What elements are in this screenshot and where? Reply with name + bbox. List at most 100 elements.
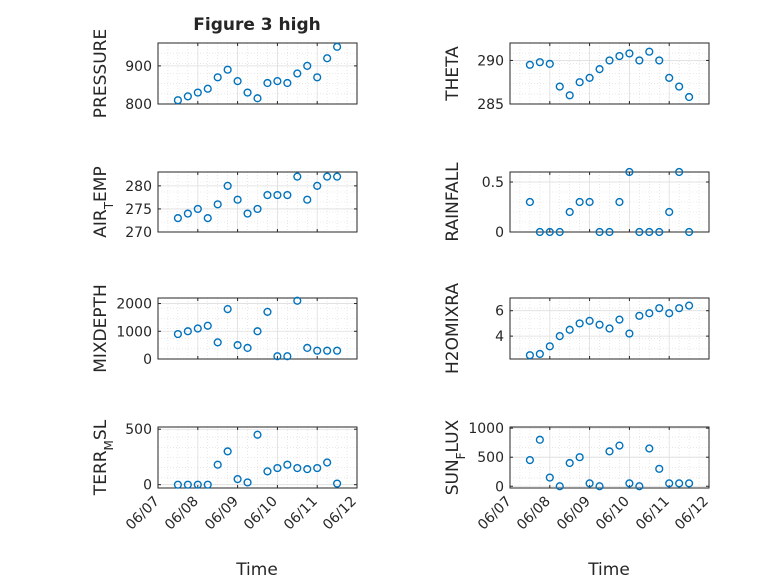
data-point <box>585 479 594 488</box>
data-point <box>253 327 262 336</box>
data-point <box>565 325 574 334</box>
data-point <box>645 309 654 318</box>
data-point <box>615 197 624 207</box>
data-point <box>585 316 594 325</box>
data-point <box>283 78 292 88</box>
data-point <box>173 480 183 489</box>
axes-box <box>509 297 710 360</box>
y-tick-label: 0 <box>495 479 504 495</box>
data-point <box>253 94 262 103</box>
data-point <box>625 329 634 338</box>
data-point <box>313 73 322 82</box>
data-point <box>323 54 332 63</box>
data-point <box>223 65 232 74</box>
data-point <box>535 227 544 237</box>
data-point <box>635 482 644 491</box>
data-point <box>263 307 272 316</box>
data-point <box>545 227 554 237</box>
data-point <box>615 441 624 450</box>
data-point <box>233 195 242 204</box>
subplot-terr-msl: 0 500 TERRMSL <box>91 419 358 496</box>
data-point <box>565 207 574 217</box>
data-point <box>173 329 183 339</box>
data-point <box>605 324 614 333</box>
data-point <box>233 475 242 484</box>
y-tick-label: 500 <box>125 422 152 438</box>
y-axis-label: SUNFLUX <box>443 419 468 495</box>
y-axis-label: AIRTEMP <box>91 166 116 237</box>
y-tick-label: 270 <box>125 225 152 241</box>
data-point <box>545 59 554 69</box>
data-point <box>273 352 282 361</box>
data-point <box>233 341 242 350</box>
data-point <box>253 204 262 214</box>
data-point <box>303 343 312 353</box>
data-point <box>635 227 644 237</box>
subplots: 800 900 PRESSURE 285 290 THETA 270 275 280 AIRTEM… <box>91 29 710 496</box>
y-tick-label: 0.5 <box>482 175 504 191</box>
data-point <box>323 172 332 181</box>
data-point <box>575 453 584 462</box>
data-point <box>535 435 544 444</box>
subplot-h2omixra: 4 6 H2OMIXRA <box>443 283 710 374</box>
data-point <box>183 327 192 336</box>
y-tick-label: 4 <box>495 329 504 345</box>
data-point <box>635 56 644 65</box>
data-point <box>645 47 654 56</box>
data-point <box>645 227 654 237</box>
data-point <box>193 88 202 97</box>
data-point <box>183 480 192 489</box>
y-axis-label: H2OMIXRA <box>443 283 463 374</box>
data-point <box>213 460 222 469</box>
data-point <box>203 321 212 330</box>
data-point <box>293 69 302 78</box>
data-point <box>675 167 684 177</box>
data-point <box>193 480 202 489</box>
data-points <box>525 301 694 360</box>
data-point <box>675 479 684 488</box>
data-point <box>565 458 574 468</box>
axes-box <box>509 171 710 233</box>
data-point <box>283 352 292 361</box>
axes-box <box>157 171 358 233</box>
y-tick-label: 290 <box>477 53 504 69</box>
data-point <box>223 447 232 456</box>
data-point <box>183 92 192 101</box>
y-axis-label: PRESSURE <box>91 29 111 118</box>
data-point <box>333 42 342 51</box>
data-point <box>615 51 624 61</box>
data-point <box>273 463 282 473</box>
data-points <box>525 435 694 491</box>
data-point <box>605 227 614 237</box>
data-point <box>625 49 634 58</box>
data-point <box>203 214 212 223</box>
data-point <box>293 296 302 305</box>
data-point <box>684 92 694 102</box>
data-point <box>655 304 664 313</box>
data-point <box>665 207 674 217</box>
data-point <box>233 77 242 86</box>
data-point <box>333 172 342 181</box>
subplot-pressure: 800 900 PRESSURE <box>91 29 358 118</box>
data-point <box>243 343 252 353</box>
axes-box <box>157 297 358 360</box>
y-tick-label: 0 <box>495 225 504 241</box>
y-tick-label: 0 <box>143 478 152 494</box>
subplot-air-temp: 270 275 280 AIRTEMP <box>91 166 358 241</box>
data-point <box>283 190 292 200</box>
data-point <box>525 197 535 207</box>
data-points <box>173 296 342 361</box>
data-point <box>273 190 282 200</box>
data-point <box>213 338 222 347</box>
data-point <box>665 73 674 82</box>
data-point <box>595 320 604 329</box>
data-point <box>223 181 232 190</box>
data-point <box>575 197 584 207</box>
data-point <box>684 479 694 488</box>
data-point <box>183 209 192 218</box>
data-point <box>303 465 312 474</box>
y-tick-label: 280 <box>125 179 152 195</box>
data-point <box>223 304 232 314</box>
